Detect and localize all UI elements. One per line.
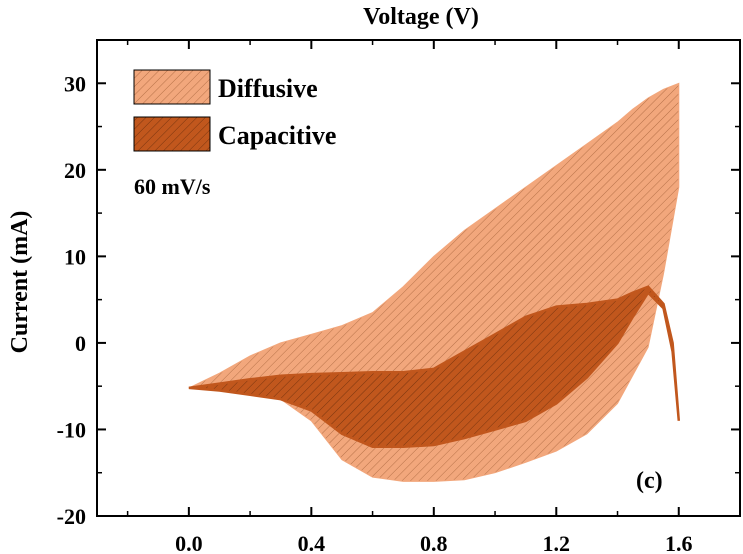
legend-swatch-diffusive (133, 69, 211, 105)
legend-label-capacitive: Capacitive (218, 121, 336, 150)
y-tick-label: 10 (64, 244, 86, 269)
scan-rate-annotation: 60 mV/s (134, 174, 211, 199)
x-axis-title: Voltage (V) (363, 4, 479, 30)
x-tick-label: 1.6 (665, 531, 693, 554)
y-tick-label: -20 (57, 504, 86, 529)
x-tick-label: 1.2 (543, 531, 571, 554)
y-tick-label: -10 (57, 417, 86, 442)
series-layer (188, 82, 681, 482)
legend: Diffusive Capacitive (133, 69, 336, 152)
area-capacitive (188, 285, 681, 449)
legend-swatch-capacitive (133, 116, 211, 152)
y-tick-label: 0 (75, 331, 86, 356)
y-axis-title: Current (mA) (7, 211, 33, 354)
y-tick-label: 30 (64, 71, 86, 96)
x-tick-label: 0.0 (175, 531, 203, 554)
axis-layer: 0.0 0.4 0.8 1.2 1.6 -20 -10 0 10 20 30 (57, 40, 740, 554)
legend-label-diffusive: Diffusive (218, 74, 318, 103)
x-tick-label: 0.4 (298, 531, 326, 554)
x-tick-label: 0.8 (420, 531, 448, 554)
y-tick-label: 20 (64, 158, 86, 183)
plot-frame (96, 39, 741, 517)
panel-label: (c) (636, 468, 663, 494)
